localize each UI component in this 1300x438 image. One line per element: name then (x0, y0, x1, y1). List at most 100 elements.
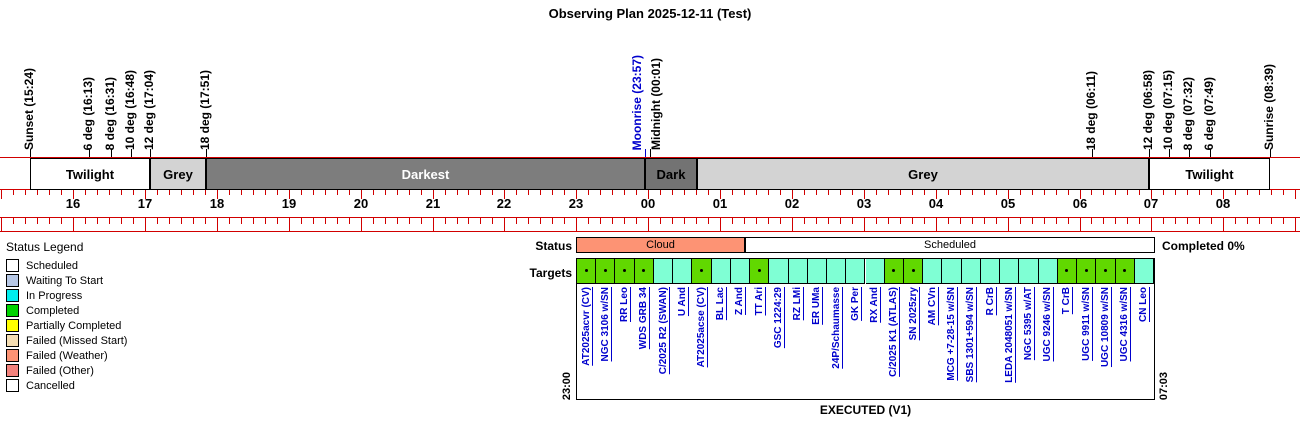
target-cell[interactable] (1019, 259, 1039, 284)
target-label[interactable]: UGC 10809 w/SN (1099, 287, 1111, 368)
target-label[interactable]: MCG +7-28-15 w/SN (946, 287, 958, 381)
timeline-tick (804, 190, 805, 195)
darkness-band-grey: Grey (697, 158, 1149, 190)
target-label[interactable]: TT Ari (753, 287, 765, 316)
target-cell[interactable] (1096, 259, 1116, 284)
timeline-tick (828, 218, 829, 224)
timeline-tick (253, 218, 254, 224)
target-cell[interactable] (1057, 259, 1078, 284)
target-label[interactable]: CN Leo (1138, 287, 1150, 322)
target-label[interactable]: GK Per (849, 287, 861, 321)
target-label[interactable]: AT2025acse (CV) (696, 287, 708, 368)
timeline-tick (1175, 190, 1176, 195)
target-cell[interactable] (865, 259, 885, 284)
legend-item-label: Scheduled (26, 259, 78, 272)
target-label[interactable]: ER UMa (811, 287, 823, 325)
timeline-tick (1271, 190, 1272, 195)
timeline-tick (732, 190, 733, 195)
status-legend: Status Legend Scheduled Waiting To Start I… (6, 240, 127, 393)
timeline-tick (433, 218, 434, 231)
target-cell[interactable] (596, 259, 616, 284)
target-cell[interactable] (1077, 259, 1097, 284)
target-cell[interactable] (1134, 259, 1154, 284)
target-label[interactable]: C/2025 K1 (ATLAS) (888, 287, 900, 377)
target-label[interactable]: UGC 9246 w/SN (1042, 287, 1054, 362)
target-label[interactable]: GSC 1224:29 (772, 287, 784, 349)
legend-item: Failed (Weather) (6, 348, 127, 363)
target-label[interactable]: NGC 5395 w/AT (1022, 287, 1034, 361)
timeline-tick (672, 190, 673, 195)
target-cell[interactable] (980, 259, 1001, 284)
target-cell[interactable] (692, 259, 712, 284)
target-label[interactable]: SBS 1301+594 w/SN (965, 287, 977, 383)
target-cell[interactable] (1038, 259, 1058, 284)
target-cell[interactable] (653, 259, 674, 284)
target-cell[interactable] (1115, 259, 1135, 284)
event-label: 10 deg (16:48) (123, 69, 137, 150)
event-label: 8 deg (07:32) (1181, 76, 1195, 150)
target-label[interactable]: UGC 4316 w/SN (1119, 287, 1131, 362)
target-label[interactable]: C/2025 R2 (SWAN) (657, 287, 669, 375)
timeline-tick (1223, 218, 1224, 231)
event-label: 12 deg (06:58) (1141, 69, 1155, 150)
target-cell[interactable] (673, 259, 693, 284)
timeline-tick (1139, 190, 1140, 195)
target-label[interactable]: NGC 3106 w/SN (599, 287, 611, 362)
timeline-tick (25, 190, 26, 195)
target-label[interactable]: Z And (734, 287, 746, 315)
target-cell[interactable] (711, 259, 731, 284)
timeline-tick (768, 218, 769, 224)
target-label[interactable]: AM CVn (926, 287, 938, 326)
timeline-tick (516, 190, 517, 195)
timeline-tick (612, 218, 613, 224)
target-label[interactable]: RR Leo (619, 287, 631, 322)
timeline-tick (1259, 218, 1260, 224)
target-cell[interactable] (750, 259, 770, 284)
event-tick (650, 149, 651, 157)
target-cell[interactable] (884, 259, 904, 284)
target-label[interactable]: 24P/Schaumasse (830, 287, 842, 369)
target-marker-dot (1123, 269, 1127, 272)
timeline-tick (1068, 190, 1069, 195)
target-cell[interactable] (846, 259, 866, 284)
target-label[interactable]: BL Lac (715, 287, 727, 321)
target-cell[interactable] (615, 259, 635, 284)
target-label[interactable]: RZ LMi (792, 287, 804, 321)
target-cell[interactable] (788, 259, 808, 284)
timeline-tick (1223, 190, 1224, 199)
target-marker-dot (700, 269, 703, 272)
timeline-tick (1008, 190, 1009, 199)
event-label: 8 deg (16:31) (103, 76, 117, 150)
target-label[interactable]: T CrB (1061, 287, 1073, 315)
timeline-tick (1235, 218, 1236, 224)
timeline-tick (1080, 218, 1081, 231)
event-label: 10 deg (07:15) (1161, 69, 1175, 150)
target-cell[interactable] (634, 259, 654, 284)
timeline-tick (840, 218, 841, 224)
target-label[interactable]: SN 2025zry (907, 287, 919, 341)
target-label[interactable]: LEDA 2048051 w/SN (1003, 287, 1015, 383)
target-cell[interactable] (923, 259, 943, 284)
target-label[interactable]: U And (676, 287, 688, 317)
timeline-tick (996, 190, 997, 195)
timeline-tick (1163, 190, 1164, 195)
target-label[interactable]: UGC 9911 w/SN (1080, 287, 1092, 361)
target-label[interactable]: AT2025acvr (CV) (580, 287, 592, 366)
target-cell[interactable] (942, 259, 962, 284)
timeline-tick (397, 218, 398, 224)
event-tick (1210, 149, 1211, 157)
target-cell[interactable] (961, 259, 981, 284)
target-cell[interactable] (827, 259, 847, 284)
target-label[interactable]: WDS GRB 34 (638, 287, 650, 350)
target-cell[interactable] (577, 259, 597, 284)
timeline-tick (277, 218, 278, 224)
target-cell[interactable] (807, 259, 828, 284)
target-cell[interactable] (730, 259, 751, 284)
target-cell[interactable] (903, 259, 924, 284)
timeline-tick (516, 218, 517, 224)
target-cell[interactable] (1000, 259, 1020, 284)
target-label[interactable]: R CrB (984, 287, 996, 316)
timeline-tick (504, 218, 505, 231)
target-cell[interactable] (769, 259, 789, 284)
target-label[interactable]: RX And (869, 287, 881, 323)
